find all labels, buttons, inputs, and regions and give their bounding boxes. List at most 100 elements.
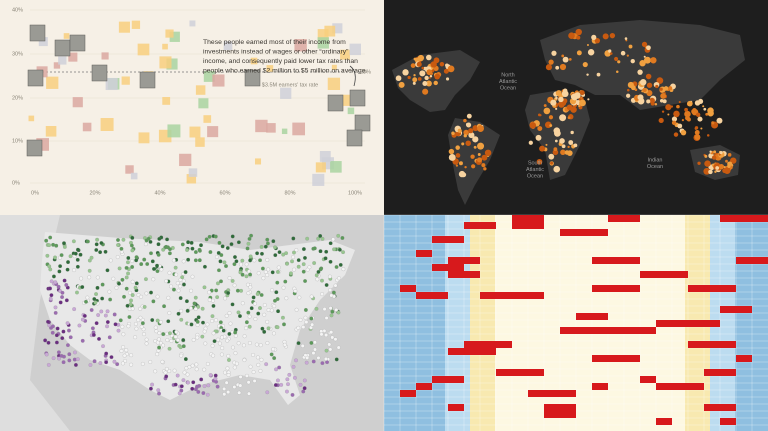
station-dot: [155, 340, 160, 345]
reference-value: 28%: [360, 69, 371, 75]
station-dot: [94, 248, 99, 252]
x-tick-label: 60%: [219, 190, 230, 196]
station-dot: [91, 333, 96, 337]
density-patch: [448, 154, 456, 161]
station-dot: [262, 303, 267, 307]
station-dot: [279, 382, 284, 387]
station-dot: [245, 246, 250, 251]
station-dot: [289, 271, 293, 276]
station-dot: [46, 363, 51, 367]
density-patch: [715, 166, 720, 170]
annotation-line: income, and consequently paid lower tax …: [203, 58, 358, 65]
station-dot: [130, 235, 135, 240]
station-dot: [249, 306, 254, 311]
station-dot: [230, 302, 235, 307]
station-dot: [85, 295, 90, 300]
density-patch: [395, 75, 402, 82]
station-dot: [336, 310, 341, 315]
red-cell: [416, 292, 448, 299]
station-dot: [89, 308, 94, 312]
station-dot: [130, 265, 135, 269]
station-dot: [328, 259, 333, 264]
station-dot: [218, 320, 223, 325]
scatter-square: [324, 25, 336, 37]
station-dot: [215, 384, 220, 389]
red-cell: [688, 341, 736, 348]
station-dot: [275, 280, 280, 285]
station-dot: [309, 340, 314, 345]
station-dot: [324, 316, 329, 320]
station-dot: [161, 247, 166, 252]
station-dot: [77, 323, 82, 328]
station-dot: [265, 319, 270, 324]
station-dot: [233, 330, 238, 335]
density-patch: [555, 107, 558, 110]
density-patch: [578, 104, 581, 108]
station-dot: [276, 265, 281, 270]
station-dot: [105, 320, 110, 324]
station-dot: [309, 316, 314, 321]
station-dot: [336, 345, 341, 350]
station-dot: [236, 310, 241, 315]
density-patch: [695, 112, 701, 118]
annotation-arrow: [349, 65, 356, 87]
station-dot: [65, 267, 70, 272]
station-dot: [281, 252, 286, 257]
density-patch: [548, 59, 554, 65]
station-dot: [72, 268, 76, 273]
station-dot: [221, 328, 226, 333]
station-dot: [324, 249, 329, 254]
station-dot: [185, 299, 189, 304]
density-patch: [465, 140, 471, 146]
station-dot: [330, 309, 335, 314]
station-dot: [126, 271, 130, 276]
station-dot: [276, 378, 280, 383]
station-dot: [178, 296, 183, 300]
density-patch: [554, 129, 561, 137]
station-dot: [283, 279, 288, 284]
station-dot: [157, 391, 161, 396]
station-dot: [316, 356, 321, 360]
station-dot: [251, 353, 255, 357]
station-dot: [168, 331, 172, 336]
density-patch: [676, 104, 680, 109]
station-dot: [251, 370, 256, 374]
red-cell: [512, 222, 544, 229]
red-cell: [560, 327, 608, 334]
scatter-square: [280, 87, 292, 99]
station-dot: [266, 308, 271, 312]
station-dot: [153, 325, 158, 330]
station-dot: [156, 388, 161, 393]
station-dot: [274, 290, 279, 295]
scatter-square: [38, 37, 48, 47]
station-dot: [116, 328, 121, 333]
station-dot: [223, 370, 227, 375]
red-cell: [496, 369, 544, 376]
station-dot: [179, 353, 184, 358]
station-dot: [210, 314, 215, 319]
red-cell: [448, 404, 464, 411]
density-patch: [555, 96, 558, 100]
density-patch: [668, 86, 673, 91]
density-patch: [692, 108, 697, 112]
density-patch: [711, 121, 715, 125]
station-dot: [301, 262, 306, 267]
station-dot: [194, 362, 199, 367]
portrait: [29, 24, 46, 42]
station-dot: [320, 292, 324, 297]
density-patch: [484, 149, 492, 157]
station-dot: [247, 269, 252, 274]
portrait: [54, 39, 71, 57]
portrait: [346, 129, 363, 147]
portrait: [349, 89, 366, 107]
station-dot: [260, 326, 265, 331]
station-dot: [301, 247, 306, 252]
density-patch: [426, 69, 433, 76]
station-dot: [320, 278, 324, 283]
station-dot: [301, 389, 306, 394]
tax-scatter-panel: 40% 30% 20% 10% 0% 0% 20% 40% 60% 80% 100% These pe…: [0, 0, 384, 215]
density-patch: [637, 69, 643, 75]
station-dot: [130, 248, 135, 253]
red-cell: [656, 418, 672, 425]
station-dot: [253, 301, 257, 306]
